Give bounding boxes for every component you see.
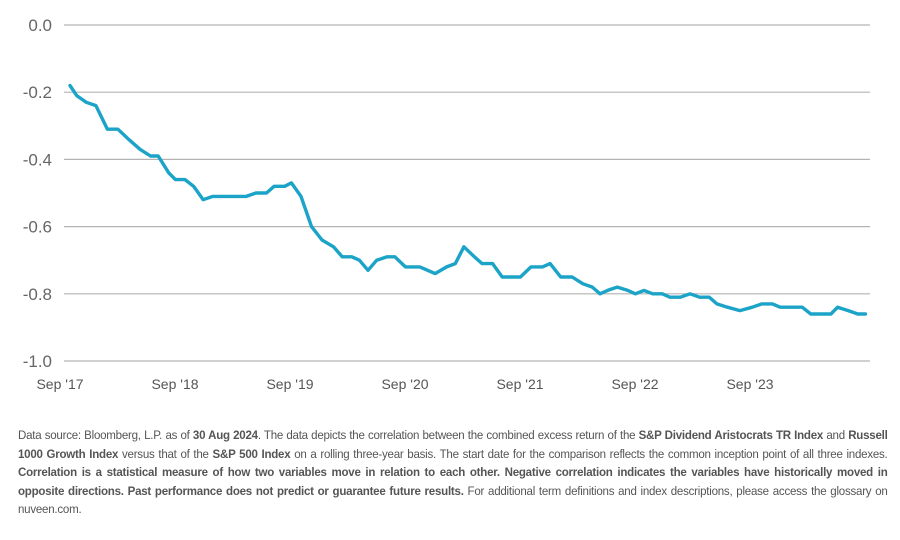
footnote-bold-text: S&P 500 Index <box>212 446 291 461</box>
y-tick-label: -0.6 <box>23 218 52 237</box>
x-tick-label: Sep '23 <box>726 376 773 392</box>
correlation-line-chart: 0.0-0.2-0.4-0.6-0.8-1.0 Sep '17 Sep '18 Se… <box>23 16 870 392</box>
y-axis-ticks: 0.0 -0.2 -0.4 -0.6 -0.8 -1.0 <box>23 16 52 371</box>
x-tick-label: Sep '22 <box>611 376 658 392</box>
x-tick-label: Sep '20 <box>381 376 428 392</box>
series-layer <box>68 83 868 316</box>
footnote-bold-text: Russell 1000 Growth Index <box>18 428 888 461</box>
series-line <box>68 83 868 316</box>
footnote-bold-text: S&P Dividend Aristocrats TR Index <box>638 428 824 442</box>
footnote-text: Data source: Bloomberg, L.P. as of <box>18 428 193 442</box>
y-tick-label: -0.2 <box>23 83 52 102</box>
chart-footnote: Data source: Bloomberg, L.P. as of 30 Au… <box>18 426 888 519</box>
footnote-text: For additional term definitions and inde… <box>18 483 888 517</box>
y-tick-label: 0.0 <box>28 16 52 35</box>
x-tick-label: Sep '18 <box>151 376 198 392</box>
x-tick-label: Sep '17 <box>36 376 83 392</box>
footnote-text: versus that of the <box>118 446 213 461</box>
y-tick-label: -0.8 <box>23 285 52 304</box>
footnote-text: . The data depicts the correlation betwe… <box>257 428 639 442</box>
y-tick-label: -1.0 <box>23 352 52 371</box>
x-tick-label: Sep '21 <box>496 376 543 392</box>
footnote-text: on a rolling three-year basis. The start… <box>290 446 888 461</box>
x-tick-label: Sep '19 <box>266 376 313 392</box>
footnote-text: and <box>823 428 849 442</box>
footnote-bold-text: Correlation is a statistical measure of … <box>18 465 888 498</box>
footnote-bold-text: 30 Aug 2024 <box>192 428 258 442</box>
gridlines <box>64 24 870 362</box>
x-axis-ticks: Sep '17 Sep '18 Sep '19 Sep '20 Sep '21 Sep '… <box>36 376 773 392</box>
y-tick-label: -0.4 <box>23 150 52 169</box>
